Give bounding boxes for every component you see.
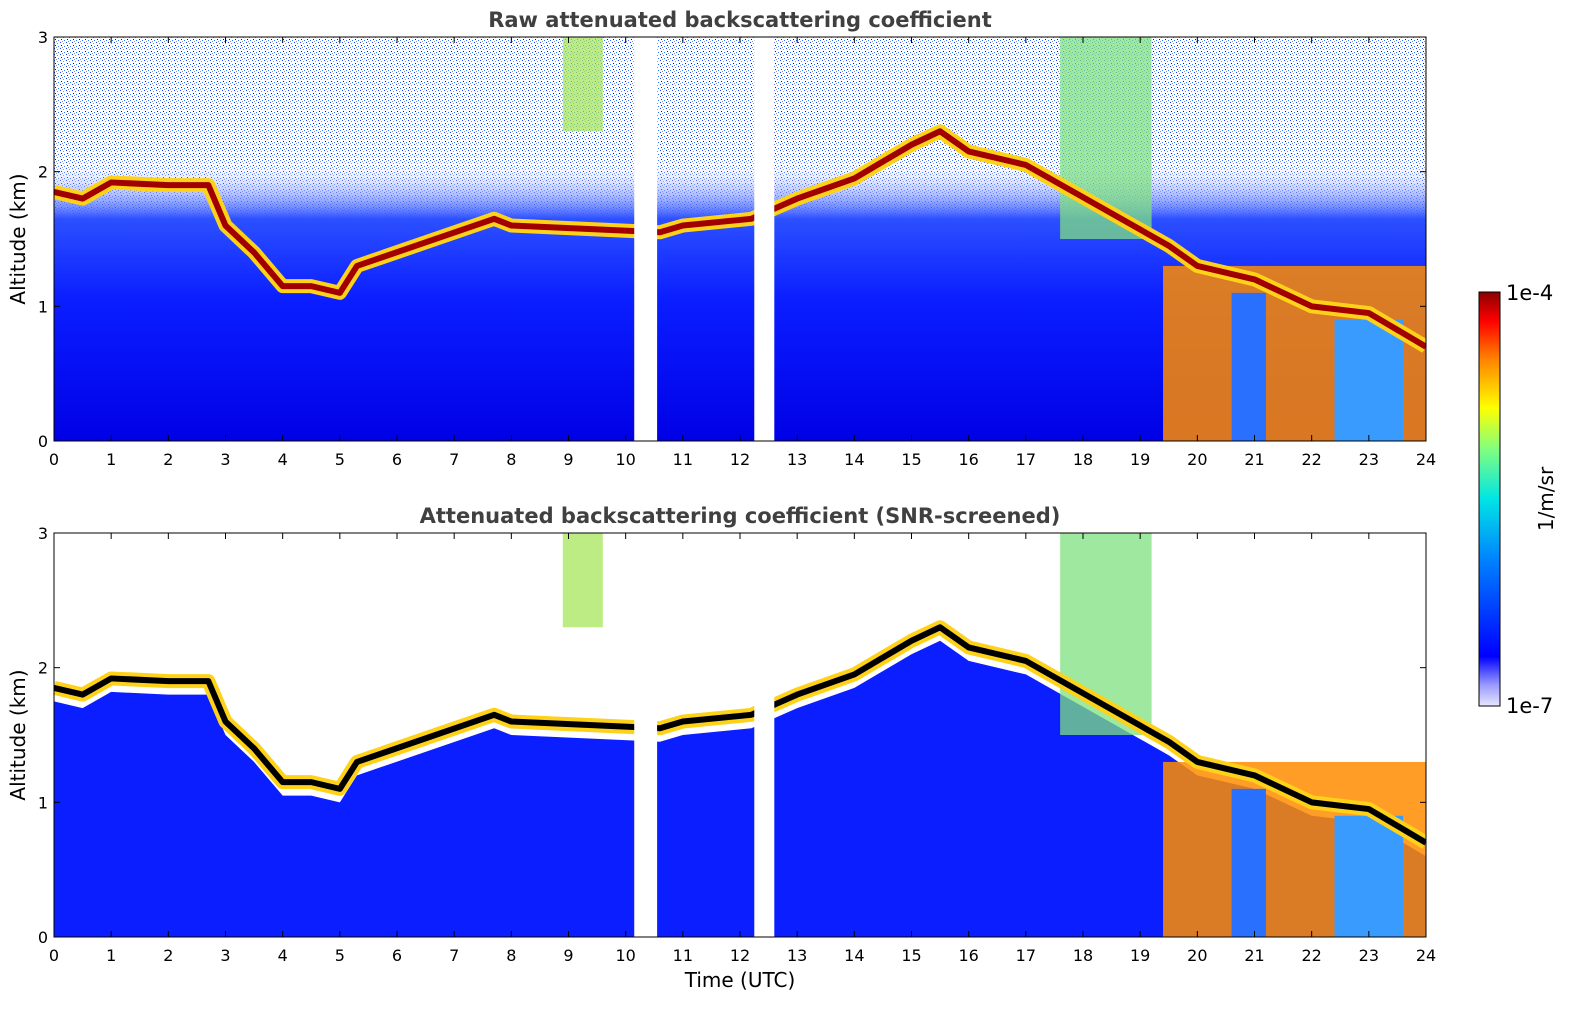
x-tick-label: 13	[787, 946, 807, 965]
x-tick-label: 11	[673, 946, 693, 965]
x-tick-label: 5	[335, 946, 345, 965]
cloud-layer-top	[54, 624, 1426, 846]
fall-streak-region	[562, 533, 603, 628]
precipitation-gap	[1334, 319, 1404, 441]
x-tick-label: 4	[278, 450, 288, 469]
data-gap	[754, 533, 775, 937]
y-axis-label: Altitude (km)	[6, 669, 30, 800]
panel-title: Raw attenuated backscattering coefficien…	[488, 8, 992, 32]
x-tick-label: 23	[1359, 946, 1379, 965]
x-tick-label: 15	[901, 450, 921, 469]
colorbar-label: 1/m/sr	[1534, 466, 1558, 531]
panel-snr-screened: Attenuated backscattering coefficient (S…	[6, 504, 1436, 992]
x-tick-label: 8	[506, 450, 516, 469]
y-tick-label: 0	[38, 928, 48, 947]
x-tick-label: 20	[1187, 450, 1207, 469]
x-tick-label: 12	[730, 450, 750, 469]
x-tick-label: 23	[1359, 450, 1379, 469]
x-tick-label: 10	[615, 450, 635, 469]
x-tick-label: 15	[901, 946, 921, 965]
precipitation-gap	[1231, 292, 1266, 441]
x-tick-label: 12	[730, 946, 750, 965]
x-tick-label: 4	[278, 946, 288, 965]
precipitation-gap	[1231, 788, 1266, 937]
x-tick-label: 3	[220, 450, 230, 469]
colorbar-gradient	[1478, 291, 1501, 707]
x-tick-label: 9	[563, 450, 573, 469]
x-tick-label: 7	[449, 946, 459, 965]
x-tick-label: 14	[844, 946, 864, 965]
colorbar: 1e-4 1e-7 1/m/sr	[1478, 281, 1558, 718]
data-gap	[634, 37, 658, 441]
x-tick-label: 2	[163, 946, 173, 965]
x-tick-label: 9	[563, 946, 573, 965]
x-tick-label: 0	[49, 450, 59, 469]
heatmap-field	[54, 37, 1426, 441]
x-tick-label: 18	[1073, 450, 1093, 469]
x-tick-label: 8	[506, 946, 516, 965]
y-axis-label: Altitude (km)	[6, 173, 30, 304]
x-tick-label: 11	[673, 450, 693, 469]
x-tick-label: 5	[335, 450, 345, 469]
x-tick-label: 21	[1244, 450, 1264, 469]
panel-raw-backscatter: Raw attenuated backscattering coefficien…	[6, 8, 1436, 469]
data-gap	[754, 37, 775, 441]
x-tick-label: 19	[1130, 450, 1150, 469]
x-tick-label: 24	[1416, 450, 1436, 469]
x-tick-label: 24	[1416, 946, 1436, 965]
x-tick-label: 18	[1073, 946, 1093, 965]
y-tick-label: 3	[38, 28, 48, 47]
x-tick-label: 13	[787, 450, 807, 469]
y-tick-label: 0	[38, 432, 48, 451]
x-tick-label: 6	[392, 450, 402, 469]
x-tick-label: 16	[958, 946, 978, 965]
x-tick-label: 17	[1016, 450, 1036, 469]
cloud-layer-top	[54, 128, 1426, 350]
y-tick-label: 2	[38, 163, 48, 182]
x-tick-label: 20	[1187, 946, 1207, 965]
colorbar-max-label: 1e-4	[1506, 281, 1553, 305]
x-tick-label: 2	[163, 450, 173, 469]
x-tick-label: 6	[392, 946, 402, 965]
x-tick-label: 14	[844, 450, 864, 469]
y-tick-label: 1	[38, 297, 48, 316]
x-tick-label: 10	[615, 946, 635, 965]
x-tick-label: 21	[1244, 946, 1264, 965]
y-tick-label: 1	[38, 793, 48, 812]
x-tick-label: 1	[106, 450, 116, 469]
fall-streak-region	[562, 37, 603, 132]
data-gap	[634, 533, 658, 937]
y-tick-label: 2	[38, 659, 48, 678]
panel-title: Attenuated backscattering coefficient (S…	[420, 504, 1061, 528]
colorbar-min-label: 1e-7	[1506, 694, 1553, 718]
x-tick-label: 19	[1130, 946, 1150, 965]
x-tick-label: 1	[106, 946, 116, 965]
x-tick-label: 3	[220, 946, 230, 965]
x-tick-label: 7	[449, 450, 459, 469]
heatmap-field	[54, 533, 1426, 937]
x-tick-label: 0	[49, 946, 59, 965]
x-axis-label: Time (UTC)	[684, 968, 796, 992]
x-tick-label: 16	[958, 450, 978, 469]
y-tick-label: 3	[38, 524, 48, 543]
x-tick-label: 22	[1301, 946, 1321, 965]
x-tick-label: 22	[1301, 450, 1321, 469]
precipitation-gap	[1334, 815, 1404, 937]
x-tick-label: 17	[1016, 946, 1036, 965]
